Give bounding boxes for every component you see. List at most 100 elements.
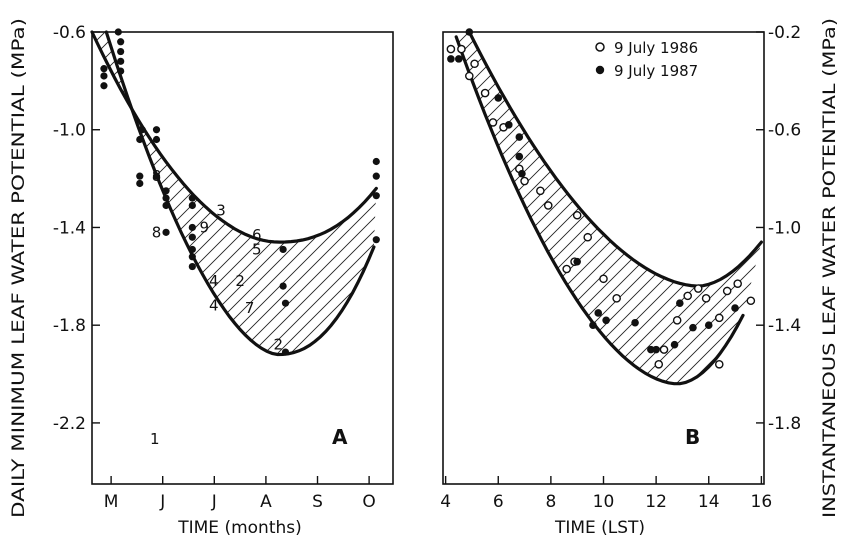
- hatch-line: [456, 32, 704, 384]
- point-count-label: 9: [200, 218, 210, 236]
- data-point-filled: [162, 228, 170, 236]
- data-point-1987: [647, 345, 655, 354]
- hatch-line: [456, 32, 762, 384]
- data-point-filled: [117, 47, 125, 56]
- data-point-1986: [480, 88, 490, 98]
- data-point-filled: [114, 28, 122, 36]
- hatch-line: [456, 32, 730, 384]
- panel-b-upper-envelope: [467, 30, 763, 288]
- legend-marker-1987: [595, 65, 605, 75]
- data-point-1987: [465, 28, 474, 36]
- data-point-1986: [457, 44, 466, 54]
- x-tick-label: 4: [440, 492, 451, 512]
- point-count-label: 3: [216, 201, 226, 219]
- data-point-filled: [281, 348, 290, 356]
- data-point-1986: [746, 296, 756, 306]
- hatch-line: [146, 32, 377, 355]
- data-point-filled: [152, 126, 161, 134]
- y-tick-label: -0.6: [768, 121, 801, 141]
- panel-b-label: B: [685, 425, 700, 449]
- point-count-label: 7: [245, 299, 255, 317]
- data-point-filled: [100, 72, 108, 80]
- data-point-1986: [733, 279, 742, 288]
- hatch-line: [263, 32, 377, 355]
- hatch-line: [250, 32, 377, 355]
- hatch-line: [92, 32, 275, 355]
- panel-a-upper-envelope: [90, 30, 378, 244]
- hatch-line: [456, 32, 613, 384]
- y-tick-label: -1.4: [53, 218, 86, 238]
- hatch-line: [601, 32, 762, 384]
- y-tick-label: -1.4: [768, 316, 801, 336]
- x-tick-label: A: [260, 492, 272, 512]
- data-point-filled: [188, 253, 196, 261]
- hatch-line: [172, 32, 377, 355]
- data-point-filled: [188, 233, 196, 241]
- x-tick-label: J: [159, 492, 165, 512]
- hatch-line: [94, 32, 377, 355]
- x-tick-label: M: [104, 492, 119, 512]
- hatch-line: [627, 32, 762, 384]
- hatch-line: [456, 32, 762, 384]
- hatch-line: [588, 32, 762, 384]
- data-point-1986: [465, 71, 474, 81]
- panel-a-lower-envelope: [104, 30, 376, 357]
- data-point-filled: [117, 67, 125, 75]
- data-point-filled: [117, 38, 125, 46]
- hatch-line: [92, 32, 377, 355]
- hatch-line: [237, 32, 377, 355]
- data-point-1986: [722, 286, 732, 296]
- data-point-1987: [731, 304, 739, 312]
- panel-a-y-axis-label: DAILY MINIMUM LEAF WATER POTENTIAL (MPa): [9, 18, 29, 518]
- data-point-1987: [704, 321, 713, 329]
- data-point-filled: [372, 192, 380, 200]
- hatch-line: [456, 32, 652, 384]
- hatch-line: [456, 32, 762, 384]
- data-point-filled: [188, 201, 196, 210]
- data-point-filled: [100, 65, 108, 73]
- hatch-line: [456, 32, 762, 384]
- point-count-label: 8: [152, 167, 162, 185]
- data-point-1987: [573, 257, 581, 266]
- data-point-1986: [659, 345, 669, 354]
- data-point-filled: [138, 126, 146, 134]
- point-count-label: 2: [274, 336, 284, 354]
- hatch-line: [92, 32, 223, 355]
- data-point-1987: [594, 309, 603, 317]
- data-point-1986: [572, 210, 582, 220]
- legend-marker-1986: [595, 42, 605, 52]
- data-point-filled: [162, 194, 170, 202]
- data-point-filled: [372, 157, 380, 166]
- hatch-line: [456, 32, 678, 384]
- panel-a-y-ticks: -0.6 -1.0 -1.4 -1.8 -2.2: [53, 23, 100, 434]
- data-point-1986: [583, 232, 593, 242]
- panel-a-corner-label: 1: [150, 430, 160, 448]
- hatch-line: [211, 32, 377, 355]
- data-point-filled: [152, 135, 161, 144]
- point-count-label: 2: [235, 272, 245, 290]
- hatch-line: [92, 32, 249, 355]
- panel-b-x-axis-label: TIME (LST): [554, 518, 645, 538]
- point-count-label: 5: [252, 240, 262, 258]
- y-tick-label: -0.6: [53, 23, 86, 43]
- data-point-1986: [520, 176, 529, 186]
- data-point-filled: [117, 57, 125, 65]
- hatch-line: [92, 32, 377, 355]
- data-point-filled: [136, 135, 144, 144]
- data-point-1987: [515, 133, 524, 141]
- y-tick-label: -0.2: [768, 23, 801, 43]
- y-tick-label: -1.0: [53, 121, 86, 141]
- hatch-line: [289, 32, 377, 355]
- hatch-line: [456, 32, 691, 384]
- data-point-1986: [470, 59, 479, 69]
- y-tick-label: -2.2: [53, 414, 86, 434]
- panel-a-x-axis-label: TIME (months): [177, 518, 302, 538]
- data-point-1987: [504, 121, 513, 129]
- data-point-1987: [454, 55, 463, 63]
- hatch-line: [92, 32, 340, 355]
- data-point-filled: [152, 172, 161, 180]
- data-point-filled: [100, 82, 108, 90]
